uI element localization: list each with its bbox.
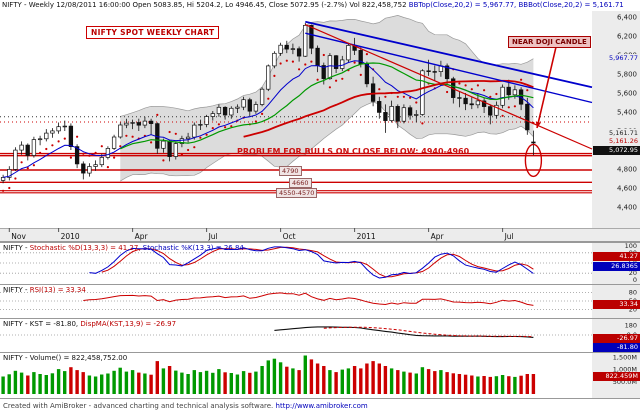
svg-text:100: 100 xyxy=(625,242,637,250)
kst-dispma-badge: -26.97 xyxy=(593,334,640,343)
level-label-4550-4570[interactable]: 4550-4570 xyxy=(276,188,318,198)
svg-text:Apr: Apr xyxy=(431,232,445,241)
kst-title: KST = -81.80, xyxy=(29,320,81,328)
rsi-panel-title: NIFTY - RSI(13) = 33.34 xyxy=(3,286,86,294)
svg-text:5,400: 5,400 xyxy=(617,109,637,117)
svg-text:4,400: 4,400 xyxy=(617,204,637,212)
svg-text:6,200: 6,200 xyxy=(617,33,637,41)
rsi-badge: 33.34 xyxy=(593,300,640,309)
volume-title-prefix: NIFTY - xyxy=(3,354,30,362)
stochastic-k-title: Stochastic %K(13,3) = 26.84 xyxy=(142,244,244,252)
stochastic-d-title: Stochastic %D(13,3,3) = 41.27, xyxy=(29,244,143,252)
rsi-title-prefix: NIFTY - xyxy=(3,286,30,294)
svg-text:0: 0 xyxy=(633,276,637,284)
svg-text:1,500M: 1,500M xyxy=(613,353,637,361)
volume-panel-title: NIFTY - Volume() = 822,458,752.00 xyxy=(3,354,127,362)
svg-text:4,600: 4,600 xyxy=(617,185,637,193)
svg-text:500.0M: 500.0M xyxy=(613,378,637,386)
svg-text:Nov: Nov xyxy=(11,232,26,241)
volume-title: Volume() = 822,458,752.00 xyxy=(29,354,128,362)
svg-text:5,600: 5,600 xyxy=(617,90,637,98)
footer-url: http://www.amibroker.com xyxy=(275,402,368,410)
rsi-title: RSI(13) = 33.34 xyxy=(29,286,86,294)
price-badge-close: 5,072.95 xyxy=(593,146,640,155)
svg-text:180: 180 xyxy=(625,321,637,329)
level-label-4660[interactable]: 4660 xyxy=(289,178,312,188)
stochastic-k-badge: 26.8365 xyxy=(593,262,640,271)
rsi-chart[interactable]: 805020 xyxy=(0,284,640,318)
svg-text:2011: 2011 xyxy=(357,232,376,241)
svg-text:1,000M: 1,000M xyxy=(613,366,637,374)
problem-text-annotation[interactable]: PROBLEM FOR BULLS ON CLOSE BELOW: 4940-4… xyxy=(237,147,470,156)
svg-text:Jul: Jul xyxy=(504,232,514,241)
title-bbbot: BBBot(Close,20,2) = 5,161.71 xyxy=(518,1,624,9)
title-volume: Vol 822,458,752 xyxy=(349,1,409,9)
price-badge-upper: 5,161.71 xyxy=(593,129,640,138)
price-chart[interactable]: 6,4006,2006,0005,8005,6005,4005,2005,000… xyxy=(0,11,640,242)
title-symbol: NIFTY - Weekly 12/08/2011 16:00:00 xyxy=(2,1,133,9)
svg-text:4,800: 4,800 xyxy=(617,166,637,174)
svg-text:Oct: Oct xyxy=(283,232,296,241)
svg-text:2010: 2010 xyxy=(61,232,80,241)
svg-text:Apr: Apr xyxy=(135,232,149,241)
kst-title-prefix: NIFTY - xyxy=(3,320,30,328)
stochastic-d-badge: 41.27 xyxy=(593,252,640,261)
chart-label-annotation[interactable]: NIFTY SPOT WEEKLY CHART xyxy=(86,26,220,39)
svg-text:5,800: 5,800 xyxy=(617,71,637,79)
svg-text:6,400: 6,400 xyxy=(617,14,637,22)
footer-credit: Created with AmiBroker - advanced charti… xyxy=(0,398,640,413)
stochastic-title-prefix: NIFTY - xyxy=(3,244,30,252)
footer-text: Created with AmiBroker - advanced charti… xyxy=(3,402,276,410)
svg-text:20: 20 xyxy=(629,269,637,277)
kst-panel-title: NIFTY - KST = -81.80, DispMA(KST,13,9) =… xyxy=(3,320,176,328)
price-badge-lower: 5,161.26 xyxy=(593,137,640,146)
stochastic-chart[interactable]: 1008050200 xyxy=(0,242,640,284)
title-ohlc: Open 5083.85, Hi 5204.2, Lo 4946.45, Clo… xyxy=(132,1,350,9)
svg-text:80: 80 xyxy=(629,289,637,297)
svg-text:Jul: Jul xyxy=(208,232,218,241)
kst-badge: -81.80 xyxy=(593,343,640,352)
title-bbtop: BBTop(Close,20,2) = 5,967.77, xyxy=(408,1,519,9)
stochastic-panel-title: NIFTY - Stochastic %D(13,3,3) = 41.27, S… xyxy=(3,244,244,252)
price-badge-bbtop: 5,967.77 xyxy=(593,54,640,63)
chart-title: NIFTY - Weekly 12/08/2011 16:00:00 Open … xyxy=(0,0,640,11)
doji-annotation[interactable]: NEAR DOJI CANDLE xyxy=(508,36,591,48)
level-label-4790[interactable]: 4790 xyxy=(279,166,302,176)
volume-badge: 822.459M xyxy=(593,372,640,381)
svg-text:20: 20 xyxy=(629,305,637,313)
kst-dispma-title: DispMA(KST,13,9) = -26.97 xyxy=(80,320,177,328)
